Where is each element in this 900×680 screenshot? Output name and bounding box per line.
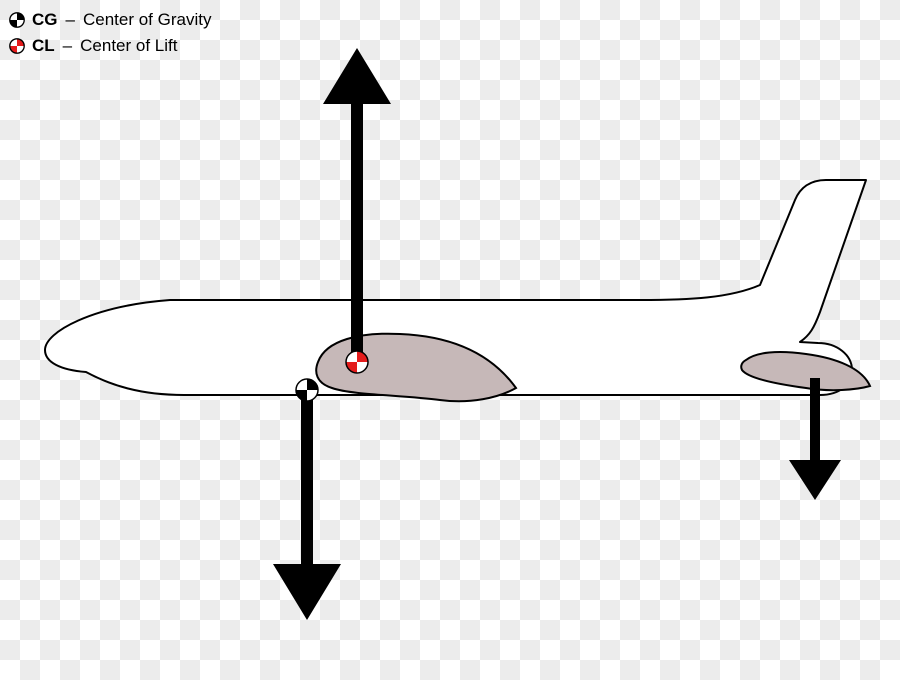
aircraft-diagram xyxy=(0,0,900,680)
legend-dash: – xyxy=(63,34,72,58)
legend-item-cg: CG – Center of Gravity xyxy=(8,8,211,32)
legend-code: CG xyxy=(32,8,58,32)
legend-label: Center of Gravity xyxy=(83,8,212,32)
cg-marker-icon xyxy=(8,11,26,29)
cl-marker-icon xyxy=(8,37,26,55)
legend: CG – Center of Gravity CL – Center of Li… xyxy=(8,8,211,60)
legend-dash: – xyxy=(66,8,75,32)
legend-code: CL xyxy=(32,34,55,58)
legend-item-cl: CL – Center of Lift xyxy=(8,34,211,58)
cg-marker-icon xyxy=(296,379,318,401)
cl-marker-icon xyxy=(346,351,368,373)
legend-label: Center of Lift xyxy=(80,34,177,58)
